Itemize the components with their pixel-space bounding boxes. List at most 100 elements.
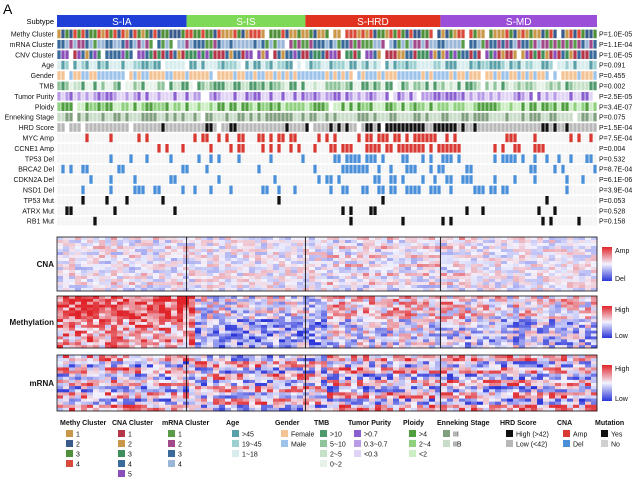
track-cell bbox=[421, 123, 425, 132]
track-cell bbox=[473, 144, 477, 153]
track-cell bbox=[417, 164, 421, 174]
track-cell bbox=[485, 185, 489, 195]
heatmap-cell bbox=[519, 285, 526, 289]
track-cell bbox=[201, 40, 205, 49]
track-cell bbox=[101, 196, 105, 205]
track-cell bbox=[149, 29, 153, 39]
track-cell bbox=[117, 81, 121, 91]
heatmap-cell bbox=[147, 288, 154, 292]
heatmap-cell bbox=[231, 288, 238, 292]
heatmap-cell bbox=[267, 267, 274, 271]
track-cell bbox=[301, 123, 305, 132]
track-cell bbox=[269, 164, 273, 174]
track-cell bbox=[293, 50, 297, 59]
track-cell bbox=[425, 185, 429, 195]
track-cell bbox=[349, 123, 353, 132]
track-cell bbox=[501, 123, 505, 132]
track-cell bbox=[261, 133, 265, 143]
heatmap-cell bbox=[327, 296, 334, 300]
track-cell bbox=[345, 29, 349, 39]
heatmap-cell bbox=[489, 279, 496, 283]
track-cell bbox=[57, 102, 61, 111]
heatmap-cell bbox=[531, 288, 538, 292]
track-cell bbox=[449, 71, 453, 80]
track-cell bbox=[413, 175, 417, 184]
track-cell bbox=[277, 185, 281, 195]
track-cell bbox=[445, 123, 449, 132]
heatmap-cell bbox=[507, 252, 514, 256]
track-cell bbox=[521, 92, 525, 101]
track-cell bbox=[589, 102, 593, 111]
track-cell bbox=[405, 206, 409, 215]
track-cell bbox=[445, 112, 449, 122]
heatmap-cell bbox=[501, 279, 508, 283]
heatmap-cell bbox=[213, 319, 220, 323]
track-cell bbox=[281, 206, 285, 215]
heatmap-cell bbox=[321, 279, 328, 283]
heatmap-cell bbox=[531, 252, 538, 256]
heatmap-cell bbox=[459, 261, 466, 265]
track-cell bbox=[337, 164, 341, 174]
heatmap-cell bbox=[207, 301, 214, 305]
heatmap-cell bbox=[93, 255, 100, 259]
heatmap-cell bbox=[387, 313, 394, 317]
track-cell bbox=[257, 175, 261, 184]
track-cell bbox=[485, 206, 489, 215]
heatmap-cell bbox=[555, 282, 562, 286]
track-cell bbox=[593, 144, 597, 153]
heatmap-cell bbox=[255, 246, 262, 250]
track-cell bbox=[445, 50, 449, 59]
track-cell bbox=[221, 71, 225, 80]
heatmap-cell bbox=[231, 313, 238, 317]
track-cell bbox=[225, 144, 229, 153]
track-cell bbox=[569, 29, 573, 39]
track-cell bbox=[561, 144, 565, 153]
track-cell bbox=[317, 50, 321, 59]
track-cell bbox=[301, 185, 305, 195]
track-cell bbox=[557, 112, 561, 122]
heatmap-cell bbox=[471, 301, 478, 305]
heatmap-cell bbox=[399, 285, 406, 289]
heatmap-cell bbox=[189, 298, 196, 303]
track-cell bbox=[533, 133, 537, 143]
track-cell bbox=[573, 60, 577, 70]
track-cell bbox=[533, 144, 537, 153]
heatmap-cell bbox=[507, 282, 514, 286]
track-cell bbox=[173, 123, 177, 132]
track-cell bbox=[341, 196, 345, 205]
track-cell bbox=[565, 29, 569, 39]
track-cell bbox=[441, 185, 445, 195]
heatmap-cell bbox=[483, 261, 490, 265]
track-cell bbox=[369, 164, 373, 174]
track-cell bbox=[117, 60, 121, 70]
heatmap-cell bbox=[591, 255, 598, 259]
heatmap-cell bbox=[171, 282, 178, 286]
heatmap-cell bbox=[171, 261, 178, 265]
heatmap-cell bbox=[267, 252, 274, 256]
track-cell bbox=[433, 164, 437, 174]
track-cell bbox=[93, 81, 97, 91]
track-cell bbox=[573, 40, 577, 49]
track-cell bbox=[109, 133, 113, 143]
heatmap-cell bbox=[225, 267, 232, 271]
track-cell bbox=[357, 196, 361, 205]
track-cell bbox=[497, 196, 501, 205]
heatmap-cell bbox=[117, 240, 124, 244]
heatmap-cell bbox=[111, 276, 118, 280]
heatmap-cell bbox=[81, 298, 88, 303]
heatmap-cell bbox=[561, 264, 568, 268]
heatmap-cell bbox=[93, 249, 100, 253]
heatmap-cell bbox=[285, 316, 292, 320]
heatmap-cell bbox=[117, 237, 124, 241]
track-cell bbox=[185, 216, 189, 226]
heatmap-cell bbox=[417, 282, 424, 286]
track-cell bbox=[277, 196, 281, 205]
heatmap-cell bbox=[99, 252, 106, 256]
track-cell bbox=[301, 71, 305, 80]
heatmap-cell bbox=[339, 267, 346, 271]
track-cell bbox=[421, 92, 425, 101]
heatmap-cell bbox=[171, 288, 178, 292]
track-cell bbox=[437, 60, 441, 70]
track-cell bbox=[297, 185, 301, 195]
track-cell bbox=[197, 123, 201, 132]
